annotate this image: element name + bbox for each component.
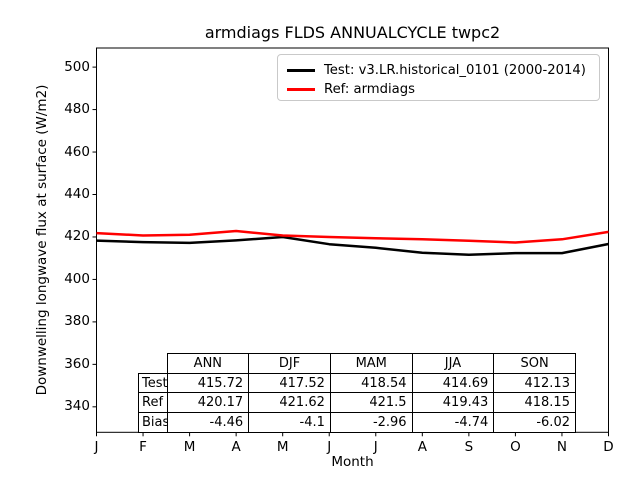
- x-tick-label: D: [603, 439, 614, 455]
- series-line-ref: [96, 229, 609, 244]
- table-value-cell: 420.17: [166, 392, 250, 414]
- table-row-label: Test: [138, 372, 168, 394]
- table-row-label: Ref: [138, 392, 168, 414]
- x-axis-label: Month: [331, 454, 374, 470]
- table-header-cell: DJF: [248, 352, 331, 374]
- table-value-cell: -4.74: [411, 412, 495, 434]
- table-header-cell: MAM: [329, 352, 413, 374]
- y-tick-label: 420: [64, 228, 90, 245]
- chart-title: armdiags FLDS ANNUALCYCLE twpc2: [204, 23, 501, 42]
- x-tick-label: J: [94, 439, 99, 455]
- table-value-cell: 417.52: [248, 372, 331, 394]
- y-tick-label: 500: [64, 58, 90, 75]
- x-tick-label: S: [464, 439, 474, 455]
- series-line-test: [96, 235, 609, 257]
- table-row-label: Bias: [138, 412, 168, 434]
- table-value-cell: 415.72: [166, 372, 250, 394]
- x-tick-label: M: [276, 439, 289, 455]
- y-tick-label: 360: [64, 355, 90, 372]
- table-header-cell: SON: [493, 352, 576, 374]
- table-value-cell: -4.1: [248, 412, 331, 434]
- table-value-cell: 421.5: [329, 392, 413, 414]
- table-value-cell: 418.15: [493, 392, 576, 414]
- x-tick-label: A: [231, 439, 241, 455]
- x-tick-label: A: [417, 439, 427, 455]
- table-value-cell: 412.13: [493, 372, 576, 394]
- legend-item-label: Test: v3.LR.historical_0101 (2000-2014): [324, 63, 586, 78]
- legend-item: Test: v3.LR.historical_0101 (2000-2014): [287, 61, 591, 80]
- y-tick-label: 380: [64, 313, 90, 330]
- table-value-cell: 421.62: [248, 392, 331, 414]
- x-tick-label: J: [373, 439, 378, 455]
- y-tick-label: 460: [64, 143, 90, 160]
- y-tick-label: 400: [64, 270, 90, 287]
- table-value-cell: 414.69: [411, 372, 495, 394]
- legend-line-sample: [287, 88, 315, 91]
- y-tick-label: 440: [64, 186, 90, 202]
- y-tick-label: 340: [64, 398, 90, 415]
- table-value-cell: -2.96: [329, 412, 413, 434]
- y-tick-label: 480: [64, 101, 90, 118]
- x-tick-label: J: [327, 439, 332, 455]
- table-value-cell: -6.02: [493, 412, 576, 434]
- table-value-cell: 418.54: [329, 372, 413, 394]
- table-value-cell: 419.43: [411, 392, 495, 414]
- table-header-cell: JJA: [411, 352, 495, 374]
- table-header-cell: ANN: [166, 352, 250, 374]
- legend-line-sample: [287, 69, 315, 72]
- x-tick-label: M: [183, 439, 196, 455]
- table-value-cell: -4.46: [166, 412, 250, 434]
- x-tick-label: O: [510, 439, 521, 455]
- legend-item-label: Ref: armdiags: [324, 82, 415, 97]
- x-tick-label: N: [556, 439, 567, 455]
- x-tick-label: F: [139, 439, 147, 455]
- legend: Test: v3.LR.historical_0101 (2000-2014) R…: [277, 54, 600, 101]
- legend-item: Ref: armdiags: [287, 80, 591, 99]
